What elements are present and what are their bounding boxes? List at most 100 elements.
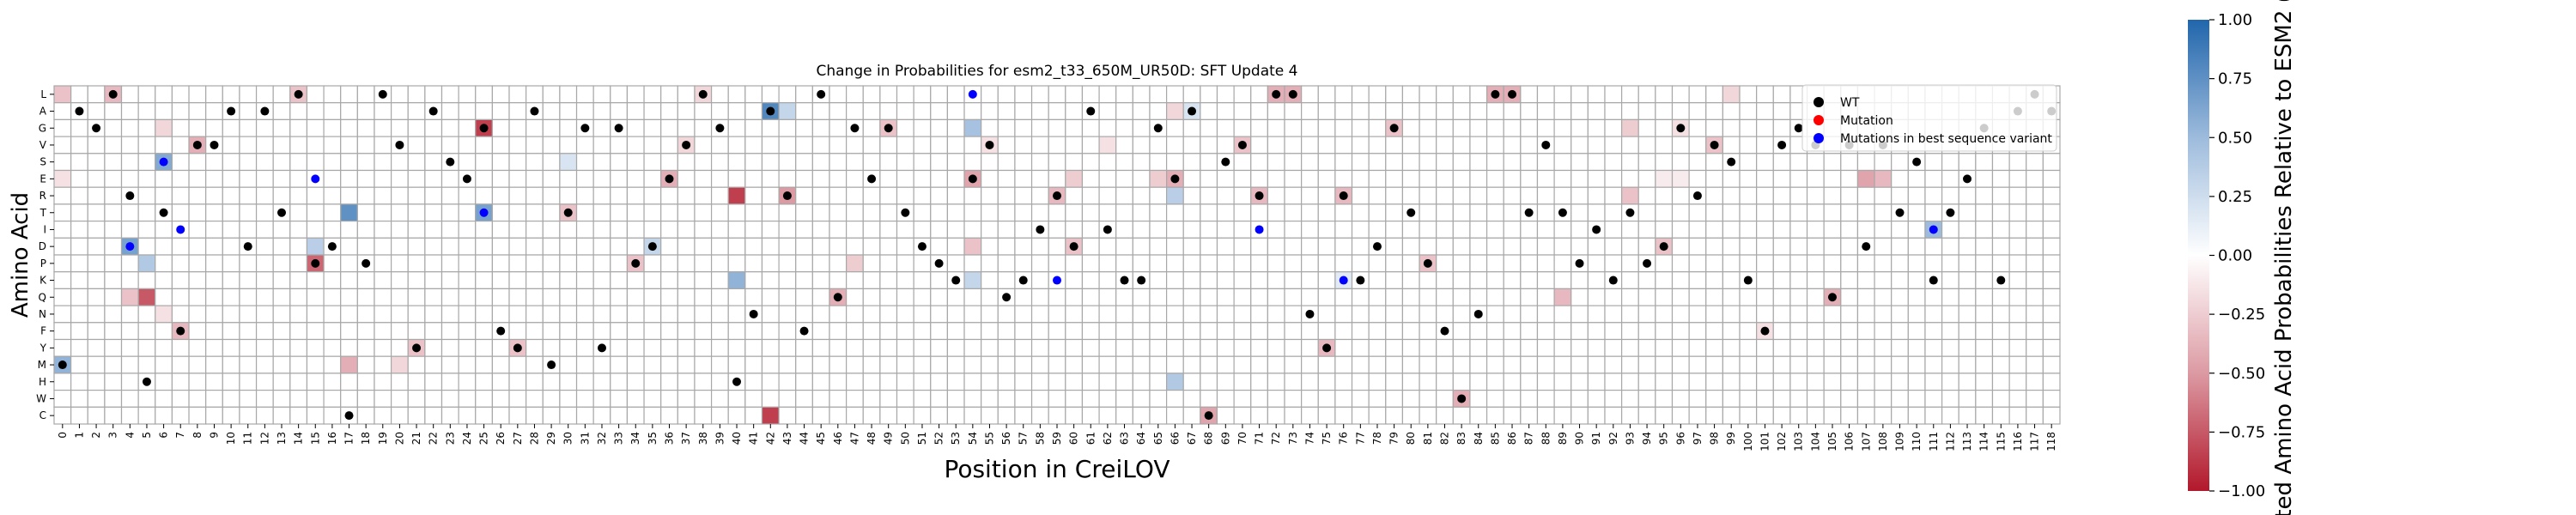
heatmap-cell [323,221,342,239]
heatmap-cell [1756,254,1774,273]
heatmap-cell [289,254,308,273]
heatmap-cell [87,390,106,408]
wt-dot [1406,208,1416,217]
wt-dot [1440,326,1449,336]
heatmap-cell [643,271,662,290]
heatmap-cell [137,237,156,256]
heatmap-cell [795,288,813,306]
heatmap-cell [1165,338,1184,357]
heatmap-cell [1200,390,1218,408]
heatmap-cell [1772,85,1791,104]
heatmap-cell [53,169,72,188]
heatmap-cell [1115,406,1133,425]
heatmap-cell [1520,237,1539,256]
x-tick-label: 24 [461,432,473,445]
heatmap-cell [913,136,932,154]
heatmap-cell [1856,355,1875,374]
heatmap-cell [710,271,729,290]
heatmap-cell [1705,203,1723,222]
heatmap-cell [626,305,645,324]
x-tick-label: 112 [1944,432,1956,451]
heatmap-cell [407,102,426,120]
heatmap-cell [862,355,881,374]
heatmap-cell [1722,406,1741,425]
wt-dot [1743,276,1753,285]
heatmap-cell [1975,406,1994,425]
x-tick-label: 12 [258,432,270,445]
heatmap-cell [255,271,274,290]
heatmap-cell [1823,322,1842,341]
heatmap-cell [1334,169,1353,188]
heatmap-cell [1368,118,1387,137]
heatmap-cell [424,136,443,154]
heatmap-cell [1030,271,1049,290]
heatmap-cell [1267,102,1285,120]
wt-dot [1912,157,1922,167]
heatmap-cell [323,186,342,205]
heatmap-cell [1200,203,1218,222]
heatmap-cell [1571,169,1589,188]
heatmap-cell [1334,338,1353,357]
heatmap-cell [440,305,459,324]
heatmap-cell [643,254,662,273]
wt-dot [1929,276,1938,285]
heatmap-cell [1739,118,1758,137]
heatmap-cell [1267,254,1285,273]
x-tick-label: 29 [545,432,557,445]
heatmap-cell [1030,102,1049,120]
heatmap-cell [1436,102,1454,120]
heatmap-cell [744,322,763,341]
heatmap-cell [677,355,696,374]
heatmap-cell [1048,153,1066,172]
x-tick-label: 107 [1860,432,1872,451]
heatmap-cell [1907,322,1926,341]
heatmap-cell [458,118,477,137]
heatmap-cell [171,85,190,104]
heatmap-cell [1182,153,1201,172]
heatmap-cell [323,203,342,222]
heatmap-cell [1671,169,1690,188]
heatmap-cell [1250,355,1268,374]
heatmap-cell [1132,373,1151,391]
heatmap-cell [458,406,477,425]
heatmap-cell [1874,186,1893,205]
heatmap-cell [1806,338,1825,357]
heatmap-cell [963,136,982,154]
heatmap-cell [1503,136,1522,154]
heatmap-cell [1739,288,1758,306]
heatmap-cell [1419,406,1437,425]
heatmap-cell [862,203,881,222]
x-tick-label: 96 [1674,432,1686,445]
heatmap-cell [1065,118,1084,137]
heatmap-cell [744,118,763,137]
heatmap-cell [53,102,72,120]
heatmap-cell [306,237,325,256]
heatmap-cell [1856,322,1875,341]
heatmap-cell [1874,237,1893,256]
heatmap-cell [155,237,173,256]
heatmap-cell [2026,203,2044,222]
heatmap-cell [575,288,594,306]
heatmap-cell [1891,221,1909,239]
heatmap-cell [1655,373,1674,391]
heatmap-cell [559,136,578,154]
heatmap-cell [1604,355,1623,374]
heatmap-cell [1200,237,1218,256]
heatmap-cell [727,118,746,137]
heatmap-cell [1419,118,1437,137]
heatmap-cell [1030,305,1049,324]
heatmap-cell [795,271,813,290]
heatmap-cell [407,288,426,306]
heatmap-cell [811,406,830,425]
heatmap-cell [1722,203,1741,222]
heatmap-cell [981,102,999,120]
x-tick-label: 85 [1489,432,1501,445]
heatmap-cell [1536,118,1555,137]
heatmap-cell [87,237,106,256]
heatmap-cell [440,322,459,341]
heatmap-cell [1503,373,1522,391]
heatmap-cell [592,186,611,205]
heatmap-cell [1301,186,1319,205]
x-tick-label: 43 [781,432,793,445]
heatmap-cell [1907,169,1926,188]
